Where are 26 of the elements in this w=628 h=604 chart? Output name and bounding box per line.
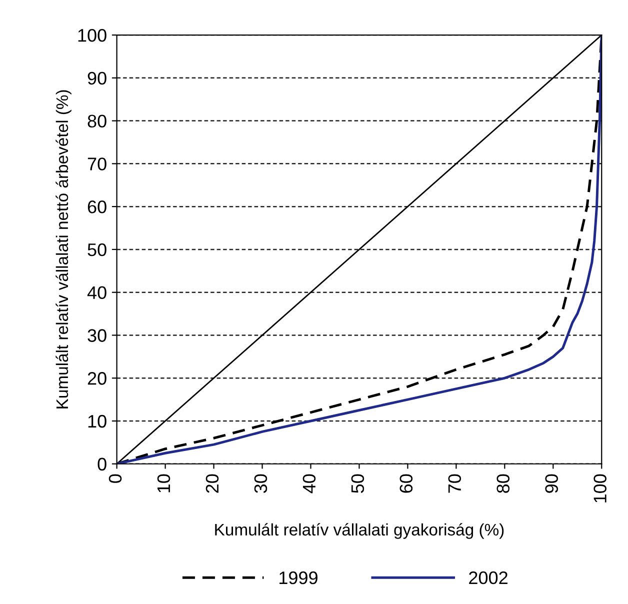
y-tick-label: 30 — [88, 329, 106, 342]
y-tick-label: 70 — [88, 158, 106, 170]
x-tick-label: 70 — [448, 474, 462, 493]
y-tick-label: 50 — [88, 243, 106, 256]
legend-label: 2002 — [469, 571, 508, 584]
y-tick-label: 20 — [88, 372, 106, 385]
x-tick-label: 80 — [496, 474, 510, 493]
x-tick-label: 20 — [206, 474, 219, 493]
x-tick-label: 100 — [594, 474, 606, 502]
x-tick-label: 0 — [108, 474, 122, 483]
y-tick-label: 80 — [88, 114, 106, 128]
y-axis-title: Kumulált relatív vállalati nettó árbevétel (%) — [56, 90, 72, 408]
y-tick-label: 0 — [98, 458, 106, 471]
x-tick-label: 60 — [400, 474, 413, 493]
x-tick-label: 30 — [254, 474, 268, 493]
y-tick-label: 10 — [88, 414, 106, 428]
y-tick-label: 100 — [78, 28, 106, 42]
x-axis-title: Kumulált relatív vállalati gyakoriság (%) — [215, 523, 504, 539]
legend-label: 1999 — [280, 571, 318, 584]
y-tick-label: 90 — [88, 72, 106, 85]
x-tick-label: 90 — [545, 474, 558, 493]
x-tick-label: 50 — [351, 474, 364, 493]
x-tick-label: 10 — [157, 474, 170, 492]
x-tick-label: 40 — [302, 474, 316, 494]
y-tick-label: 60 — [88, 200, 106, 214]
y-tick-label: 40 — [87, 286, 106, 300]
